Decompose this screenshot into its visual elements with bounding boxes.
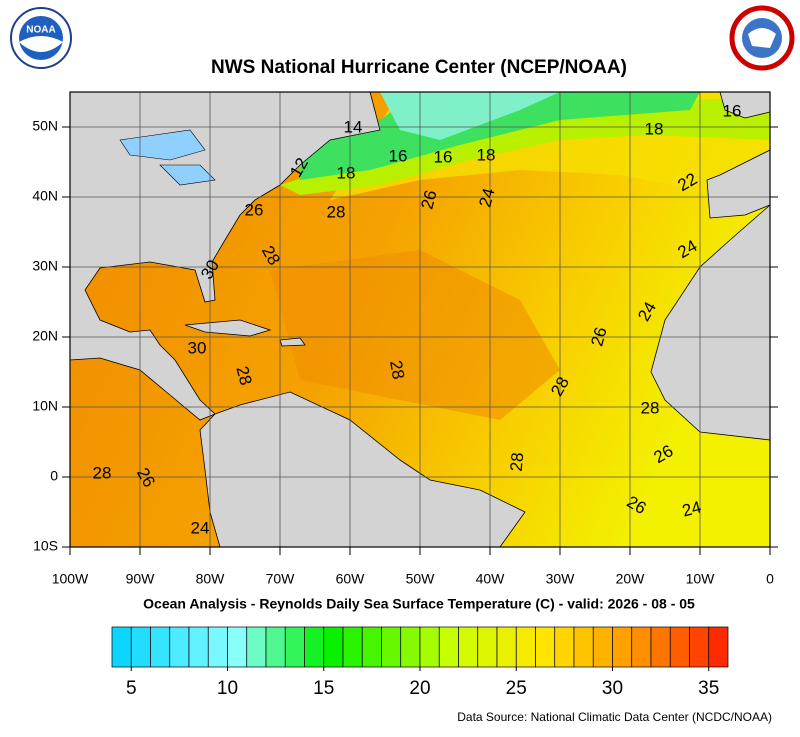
- colorbar-box: [573, 626, 594, 668]
- colorbar-box: [515, 626, 536, 668]
- contour-label: 16: [723, 101, 742, 120]
- x-tick-label: 50W: [406, 571, 436, 587]
- colorbar-tick-label: 15: [313, 678, 334, 699]
- noaa-logo: NOAA: [10, 7, 72, 69]
- contour-label: 28: [93, 463, 112, 482]
- contour-label: 26: [245, 200, 264, 219]
- colorbar: 5 10 15 20 25 30 35: [111, 626, 729, 699]
- colorbar-box: [188, 626, 209, 668]
- y-tick-label: 30N: [32, 258, 58, 274]
- contour-label: 18: [477, 145, 496, 164]
- colorbar-box: [323, 626, 344, 668]
- y-tick-label: 40N: [32, 188, 58, 204]
- colorbar-box: [650, 626, 671, 668]
- colorbar-box: [458, 626, 479, 668]
- contour-label: 28: [327, 202, 346, 221]
- colorbar-box: [496, 626, 517, 668]
- colorbar-box: [535, 626, 556, 668]
- colorbar-box: [438, 626, 459, 668]
- colorbar-box: [381, 626, 402, 668]
- x-tick-label: 20W: [616, 571, 646, 587]
- colorbar-tick-label: 25: [506, 678, 527, 699]
- contour-label: 24: [680, 497, 703, 520]
- colorbar-box: [284, 626, 305, 668]
- colorbar-box: [612, 626, 633, 668]
- contour-label: 14: [344, 117, 363, 136]
- x-tick-label: 10W: [686, 571, 716, 587]
- y-tick-label: 50N: [32, 118, 58, 134]
- colorbar-box: [419, 626, 440, 668]
- colorbar-box: [111, 626, 132, 668]
- contour-label: 30: [188, 338, 207, 357]
- y-tick-label: 0: [50, 468, 58, 484]
- contour-label: 24: [475, 186, 498, 209]
- colorbar-box: [342, 626, 363, 668]
- contour-label: 18: [645, 119, 664, 138]
- colorbar-box: [207, 626, 228, 668]
- colorbar-box: [631, 626, 652, 668]
- contour-label: 26: [587, 325, 610, 348]
- x-tick-label: 70W: [266, 571, 296, 587]
- svg-text:NOAA: NOAA: [26, 25, 55, 36]
- contour-label: 28: [386, 359, 408, 381]
- x-tick-label: 90W: [126, 571, 156, 587]
- axis-ticks: 100W 90W 80W 70W 60W 50W 40W 30W 20W 10W 0 50N 40N 30…: [32, 118, 778, 587]
- colorbar-box: [554, 626, 575, 668]
- colorbar-box: [400, 626, 421, 668]
- contour-label: 26: [417, 188, 440, 211]
- contour-label: 28: [507, 452, 528, 473]
- colorbar-tick-label: 20: [409, 678, 430, 699]
- colorbar-box: [169, 626, 190, 668]
- contour-label: 16: [434, 147, 453, 166]
- colorbar-box: [361, 626, 382, 668]
- contour-label: 18: [337, 163, 356, 182]
- colorbar-tick-label: 10: [217, 678, 238, 699]
- contour-label: 24: [191, 518, 210, 537]
- colorbar-box: [708, 626, 729, 668]
- nws-logo: [729, 5, 795, 71]
- contour-label: 16: [389, 146, 408, 165]
- y-tick-label: 20N: [32, 328, 58, 344]
- colorbar-box: [477, 626, 498, 668]
- colorbar-box: [669, 626, 690, 668]
- contour-label: 28: [232, 364, 255, 387]
- colorbar-tick-label: 30: [602, 678, 623, 699]
- x-tick-label: 30W: [546, 571, 576, 587]
- x-tick-label: 60W: [336, 571, 366, 587]
- colorbar-box: [227, 626, 248, 668]
- colorbar-box: [592, 626, 613, 668]
- y-tick-label: 10S: [33, 538, 58, 554]
- colorbar-box: [304, 626, 325, 668]
- colorbar-box: [246, 626, 267, 668]
- x-tick-label: 100W: [52, 571, 89, 587]
- colorbar-tick-label: 5: [126, 678, 137, 699]
- y-tick-label: 10N: [32, 398, 58, 414]
- colorbar-box: [689, 626, 710, 668]
- title: NWS National Hurricane Center (NCEP/NOAA…: [211, 57, 627, 78]
- x-tick-label: 0: [766, 571, 774, 587]
- x-tick-label: 80W: [196, 571, 226, 587]
- colorbar-box: [150, 626, 171, 668]
- contour-label: 28: [641, 398, 660, 417]
- colorbar-box: [130, 626, 151, 668]
- colorbar-tick-label: 35: [698, 678, 719, 699]
- x-tick-label: 40W: [476, 571, 506, 587]
- subtitle: Ocean Analysis - Reynolds Daily Sea Surf…: [143, 596, 695, 612]
- data-source: Data Source: National Climatic Data Cent…: [457, 710, 772, 724]
- colorbar-box: [265, 626, 286, 668]
